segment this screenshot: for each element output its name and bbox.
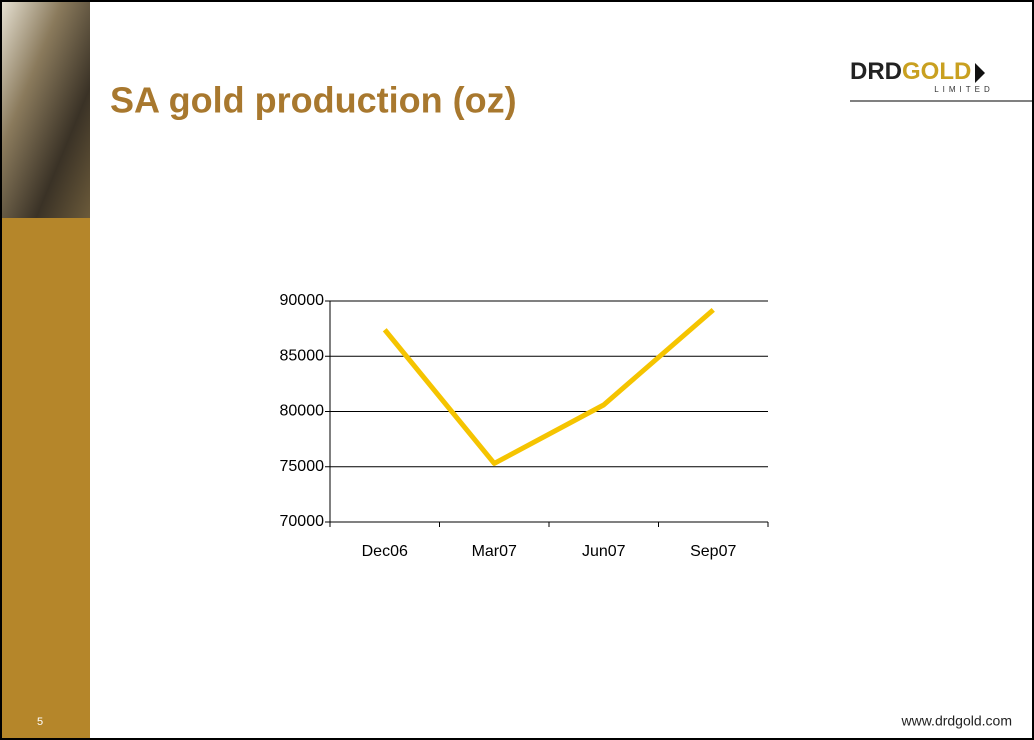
footer-url: www.drdgold.com [901, 713, 1013, 729]
y-tick-label: 75000 [280, 458, 325, 475]
page-number: 5 [37, 716, 43, 728]
logo-arrow [975, 63, 985, 83]
x-tick-label: Jun07 [582, 543, 626, 560]
data-line [382, 307, 715, 466]
y-tick-label: 70000 [280, 513, 325, 530]
logo-part: DRD [850, 58, 902, 85]
sidebar-photo [0, 0, 90, 218]
logo: DRDGOLD [850, 58, 971, 85]
x-tick-label: Sep07 [690, 543, 736, 560]
slide-title: SA gold production (oz) [110, 80, 517, 121]
y-tick-label: 90000 [280, 292, 325, 309]
x-tick-label: Dec06 [362, 543, 408, 560]
x-tick-label: Mar07 [472, 543, 517, 560]
sidebar [0, 218, 90, 740]
y-tick-label: 85000 [280, 347, 325, 364]
logo-sub: LIMITED [934, 85, 994, 94]
y-tick-label: 80000 [280, 403, 325, 420]
logo-part: GOLD [902, 58, 971, 85]
